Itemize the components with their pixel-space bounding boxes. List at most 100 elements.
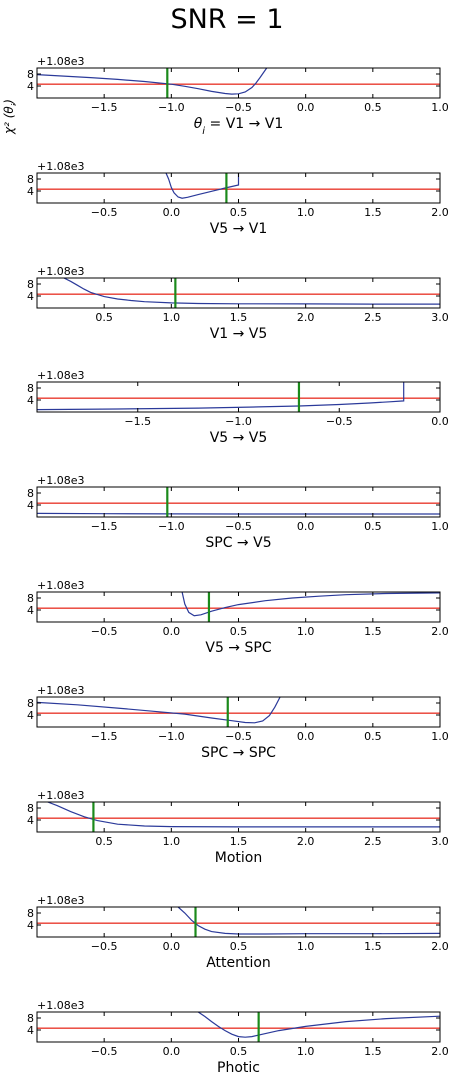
x-tick-label: −0.5	[91, 940, 118, 953]
y-offset-label: +1.08e3	[37, 160, 84, 173]
x-tick-label: −1.0	[158, 520, 185, 533]
x-tick-label: 1.0	[431, 520, 449, 533]
chi2-curve	[177, 907, 440, 935]
x-tick-label: 0.5	[230, 625, 248, 638]
x-axis-label: V1 → V5	[210, 326, 268, 342]
y-tick-label: 4	[27, 80, 34, 93]
x-tick-label: 2.0	[431, 625, 449, 638]
x-tick-label: 0.5	[230, 1045, 248, 1058]
axes-frame	[36, 696, 441, 728]
x-tick-label: 2.0	[431, 940, 449, 953]
y-tick-label: 8	[27, 697, 34, 710]
x-tick-label: 0.0	[163, 940, 181, 953]
chi2-curve	[165, 173, 240, 199]
y-tick-label: 8	[27, 382, 34, 395]
y-tick-label: 4	[27, 1024, 34, 1037]
x-axis-label: V5 → V1	[210, 221, 268, 237]
x-tick-label: 1.0	[297, 1045, 315, 1058]
x-tick-label: 0.0	[297, 101, 315, 114]
y-tick-label: 8	[27, 592, 34, 605]
x-tick-label: 0.5	[95, 311, 113, 324]
x-tick-label: −1.5	[91, 730, 118, 743]
x-tick-label: 2.0	[431, 206, 449, 219]
x-tick-label: −1.5	[124, 415, 151, 428]
x-tick-label: 1.0	[431, 730, 449, 743]
x-tick-label: 1.0	[297, 940, 315, 953]
x-tick-label: 0.0	[297, 520, 315, 533]
x-tick-label: −1.5	[91, 520, 118, 533]
x-tick-label: −0.5	[225, 101, 252, 114]
x-axis-label: Attention	[206, 955, 271, 971]
x-tick-label: 0.5	[364, 730, 382, 743]
x-tick-label: 2.0	[297, 835, 315, 848]
x-axis-label: θi = V1 → V1	[194, 116, 284, 137]
y-tick-label: 8	[27, 278, 34, 291]
y-tick-label: 4	[27, 185, 34, 198]
x-tick-label: 1.0	[431, 101, 449, 114]
x-axis-label: V5 → V5	[210, 430, 268, 446]
x-axis-label: SPC → SPC	[201, 745, 276, 761]
panel-9: 48 −0.5 0.0 0.5 1.0 1.5 2.0 +1.08e3 Attention	[27, 894, 449, 971]
y-offset-label: +1.08e3	[37, 894, 84, 907]
y-tick-label: 8	[27, 68, 34, 81]
x-tick-label: 1.5	[364, 940, 382, 953]
panel-10: 48 −0.5 0.0 0.5 1.0 1.5 2.0 +1.08e3 Photic	[27, 999, 449, 1072]
x-tick-label: 1.5	[230, 835, 248, 848]
chi2-curve	[181, 592, 440, 617]
x-tick-label: 0.5	[364, 520, 382, 533]
x-tick-label: −0.5	[91, 206, 118, 219]
x-tick-label: −0.5	[225, 730, 252, 743]
figure-title: SNR = 1	[170, 4, 284, 35]
panel-3: 48 0.5 1.0 1.5 2.0 2.5 3.0 +1.08e3 V1 → V5	[27, 265, 449, 342]
x-tick-label: 0.0	[163, 625, 181, 638]
axes-frame	[36, 1011, 441, 1043]
x-tick-label: 0.0	[163, 206, 181, 219]
chi2-curve	[63, 278, 440, 305]
chi2-curve	[37, 68, 268, 95]
x-axis-label: Motion	[215, 850, 262, 866]
x-tick-label: 1.5	[364, 206, 382, 219]
y-tick-label: 4	[27, 394, 34, 407]
x-tick-label: 2.0	[431, 1045, 449, 1058]
y-tick-label: 8	[27, 1012, 34, 1025]
panel-4: 48 −1.5 −1.0 −0.5 0.0 +1.08e3 V5 → V5	[27, 369, 449, 446]
x-tick-label: 1.5	[364, 625, 382, 638]
x-tick-label: 3.0	[431, 311, 449, 324]
x-axis-label: V5 → SPC	[205, 640, 271, 656]
x-tick-label: 0.0	[297, 730, 315, 743]
y-offset-label: +1.08e3	[37, 999, 84, 1012]
y-tick-label: 4	[27, 814, 34, 827]
x-tick-label: −1.5	[91, 101, 118, 114]
y-offset-label: +1.08e3	[37, 684, 84, 697]
x-tick-label: 0.5	[364, 101, 382, 114]
panel-6: 48 −0.5 0.0 0.5 1.0 1.5 2.0 +1.08e3 V5 → SPC	[27, 579, 449, 656]
figure-ylabel-text: χ² (θi)	[2, 99, 16, 135]
y-offset-label: +1.08e3	[37, 579, 84, 592]
x-tick-label: 1.5	[364, 1045, 382, 1058]
x-tick-label: 2.5	[364, 835, 382, 848]
chi2-curve	[47, 802, 440, 828]
x-tick-label: 1.0	[163, 311, 181, 324]
y-offset-label: +1.08e3	[37, 789, 84, 802]
y-tick-label: 8	[27, 907, 34, 920]
axes-frame	[36, 591, 441, 623]
x-tick-label: −1.0	[158, 730, 185, 743]
chi2-curve	[197, 1012, 440, 1038]
x-tick-label: −1.0	[158, 101, 185, 114]
x-tick-label: −0.5	[225, 520, 252, 533]
x-tick-label: 3.0	[431, 835, 449, 848]
x-tick-label: 2.0	[297, 311, 315, 324]
x-tick-label: −1.0	[225, 415, 252, 428]
chi2-curve	[37, 382, 405, 411]
x-tick-label: 0.0	[163, 1045, 181, 1058]
y-tick-label: 4	[27, 709, 34, 722]
panel-1: 48 −1.5 −1.0 −0.5 0.0 0.5 1.0 +1.08e3 θi = V1 → …	[27, 55, 449, 137]
axes-frame	[36, 906, 441, 938]
y-tick-label: 8	[27, 487, 34, 500]
x-tick-label: 1.0	[297, 206, 315, 219]
x-axis-label: Photic	[217, 1060, 260, 1072]
figure-ylabel: χ² (θi)	[2, 99, 16, 135]
y-offset-label: +1.08e3	[37, 265, 84, 278]
x-tick-label: −0.5	[91, 1045, 118, 1058]
